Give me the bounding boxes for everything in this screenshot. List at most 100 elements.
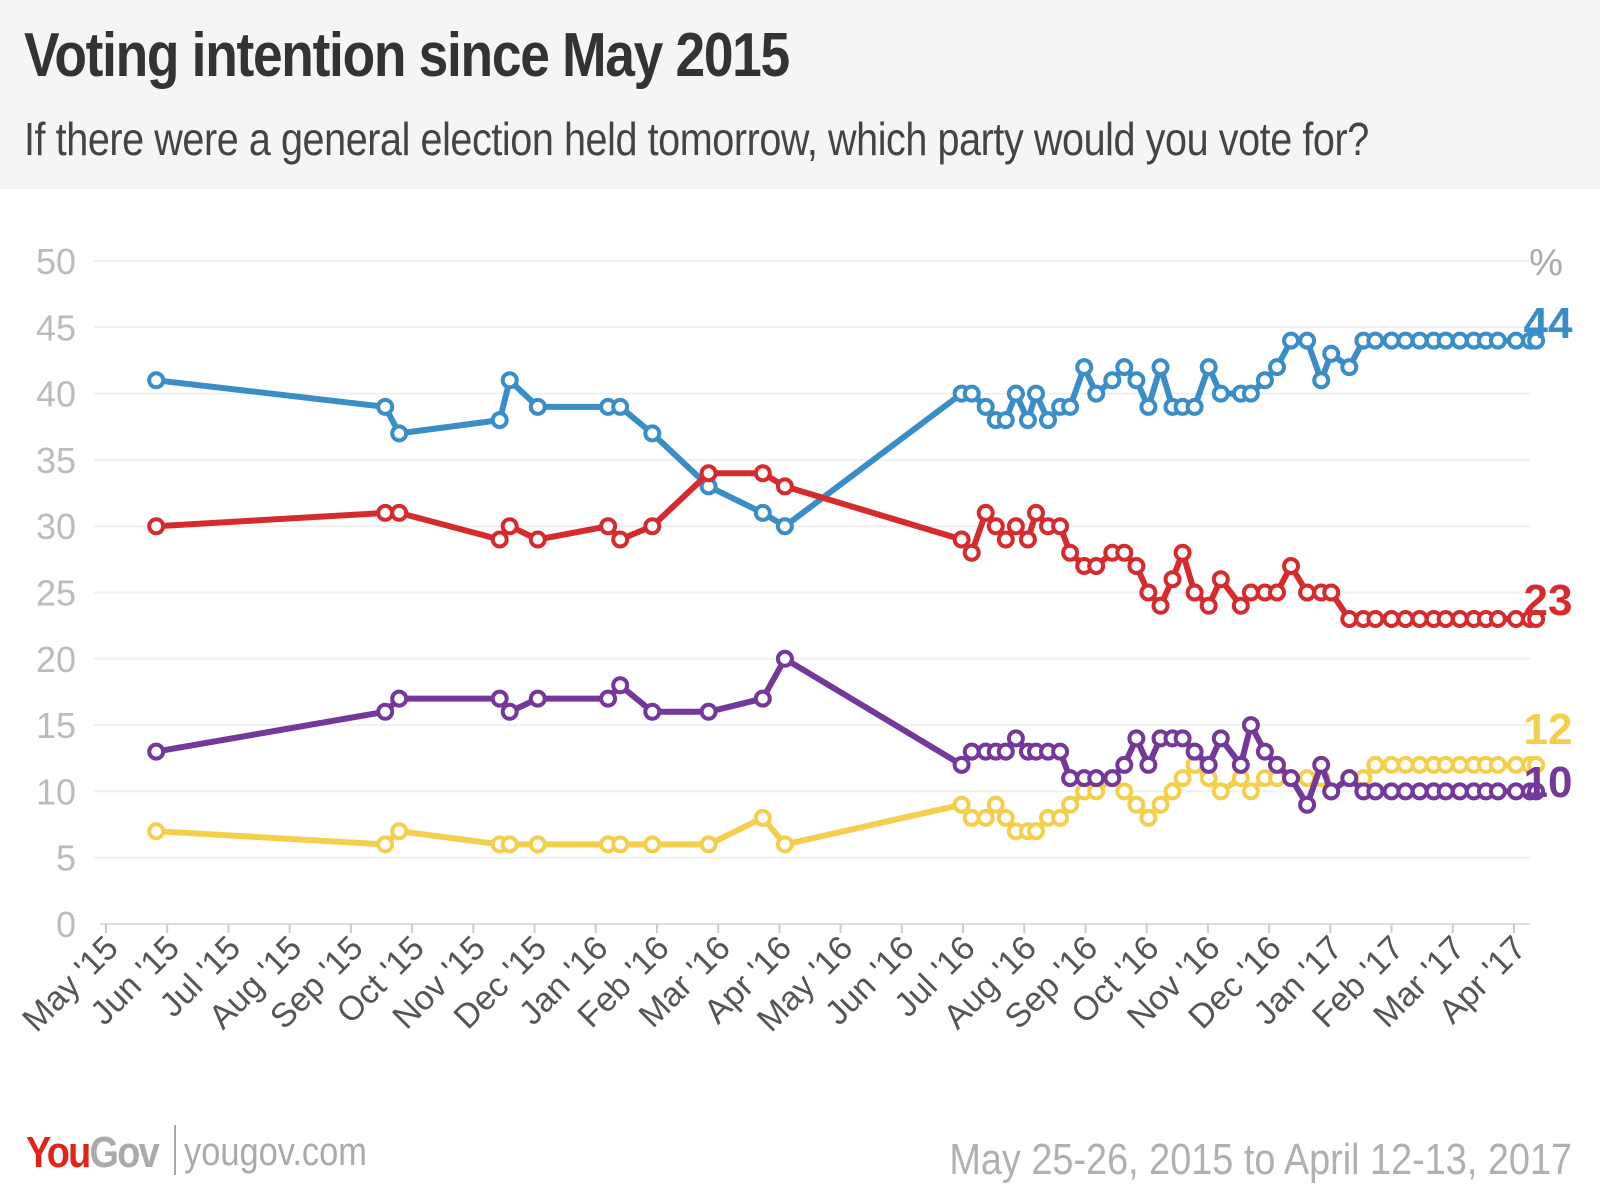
- y-tick-label: 35: [36, 440, 76, 481]
- y-tick-label: 15: [36, 705, 76, 746]
- y-tick-label: 20: [36, 639, 76, 680]
- data-point-ukip: [1103, 769, 1122, 788]
- data-point-conservative: [1382, 331, 1401, 350]
- data-point-ukip: [1507, 782, 1525, 801]
- data-point-conservative: [962, 384, 981, 403]
- data-point-labour: [1018, 530, 1037, 549]
- data-point-ukip: [1185, 742, 1204, 761]
- data-point-conservative: [1298, 331, 1317, 350]
- data-point-conservative: [1436, 331, 1455, 350]
- data-point-conservative: [147, 371, 166, 390]
- data-point-labour: [952, 530, 971, 549]
- data-point-conservative: [1396, 331, 1415, 350]
- data-point-ukip: [1382, 782, 1401, 801]
- data-point-ukip: [643, 702, 662, 721]
- y-tick-label: 40: [36, 374, 76, 415]
- unit-label: %: [1529, 242, 1563, 284]
- data-point-ukip: [376, 702, 395, 721]
- data-point-conservative: [1139, 397, 1158, 416]
- data-point-labour: [1231, 596, 1250, 615]
- data-point-libdem: [643, 835, 662, 854]
- data-point-libdem: [1507, 755, 1525, 774]
- data-point-labour: [1087, 557, 1106, 575]
- data-point-ukip: [1488, 782, 1507, 801]
- data-point-labour: [376, 503, 395, 522]
- data-point-libdem: [1211, 782, 1230, 801]
- data-point-libdem: [1241, 782, 1260, 801]
- data-point-labour: [1185, 583, 1204, 602]
- data-point-labour: [1436, 610, 1455, 628]
- data-point-ukip: [1139, 755, 1158, 774]
- data-point-ukip: [699, 702, 718, 721]
- data-point-labour: [1527, 610, 1546, 628]
- y-tick-label: 10: [36, 771, 76, 812]
- data-point-labour: [147, 517, 166, 536]
- data-point-libdem: [1051, 808, 1070, 827]
- data-point-labour: [1322, 583, 1341, 602]
- y-tick-label: 30: [36, 506, 76, 547]
- data-point-conservative: [1127, 371, 1146, 390]
- data-point-labour: [1507, 610, 1525, 628]
- data-point-ukip: [753, 689, 772, 708]
- data-point-libdem: [611, 835, 630, 854]
- data-point-conservative: [376, 397, 395, 416]
- data-point-ukip: [1087, 769, 1106, 788]
- data-point-ukip: [1396, 782, 1415, 801]
- data-point-libdem: [1173, 769, 1192, 788]
- data-point-labour: [500, 517, 519, 536]
- data-point-libdem: [376, 835, 395, 854]
- data-point-conservative: [1039, 411, 1057, 430]
- data-point-libdem: [528, 835, 547, 854]
- data-point-libdem: [753, 808, 772, 827]
- data-point-conservative: [1018, 411, 1037, 430]
- yougov-logo[interactable]: YouGov: [26, 1128, 160, 1178]
- data-point-libdem: [996, 808, 1015, 827]
- data-point-libdem: [699, 835, 718, 854]
- data-point-ukip: [775, 649, 794, 668]
- data-point-labour: [753, 464, 772, 483]
- data-point-labour: [528, 530, 547, 549]
- footer-site-link[interactable]: yougov.com: [184, 1130, 367, 1174]
- data-point-ukip: [1115, 755, 1134, 774]
- data-point-ukip: [962, 742, 981, 761]
- data-point-conservative: [1075, 358, 1094, 377]
- data-point-conservative: [1507, 331, 1525, 350]
- data-point-libdem: [1127, 795, 1146, 814]
- data-point-libdem: [1139, 808, 1158, 827]
- data-point-ukip: [952, 755, 971, 774]
- data-point-labour: [1163, 570, 1182, 589]
- data-point-conservative: [490, 411, 509, 430]
- data-point-labour: [1268, 583, 1286, 602]
- data-point-labour: [996, 530, 1015, 549]
- data-point-conservative: [528, 397, 547, 416]
- data-point-libdem: [1436, 755, 1455, 774]
- data-point-labour: [490, 530, 509, 549]
- data-point-labour: [1488, 610, 1507, 628]
- data-point-conservative: [1241, 384, 1260, 403]
- data-point-ukip: [1241, 716, 1260, 735]
- data-point-libdem: [986, 795, 1005, 814]
- series-libdem: [147, 755, 1546, 854]
- data-point-conservative: [1527, 331, 1546, 350]
- footer-divider: [174, 1125, 176, 1175]
- data-point-ukip: [1450, 782, 1469, 801]
- data-point-ukip: [1340, 769, 1359, 788]
- data-point-ukip: [1298, 795, 1317, 814]
- data-point-ukip: [1051, 742, 1070, 761]
- data-point-libdem: [1115, 782, 1134, 801]
- data-point-conservative: [753, 503, 772, 522]
- data-point-conservative: [390, 424, 409, 443]
- data-point-conservative: [1340, 358, 1359, 377]
- data-point-conservative: [1450, 331, 1469, 350]
- data-point-labour: [1115, 543, 1134, 562]
- data-point-libdem: [1450, 755, 1469, 774]
- data-point-ukip: [1127, 729, 1146, 748]
- data-point-libdem: [1488, 755, 1507, 774]
- data-point-conservative: [1322, 344, 1341, 363]
- data-point-libdem: [775, 835, 794, 854]
- series-layer: [147, 331, 1546, 854]
- data-point-conservative: [611, 397, 630, 416]
- data-point-conservative: [1312, 371, 1331, 390]
